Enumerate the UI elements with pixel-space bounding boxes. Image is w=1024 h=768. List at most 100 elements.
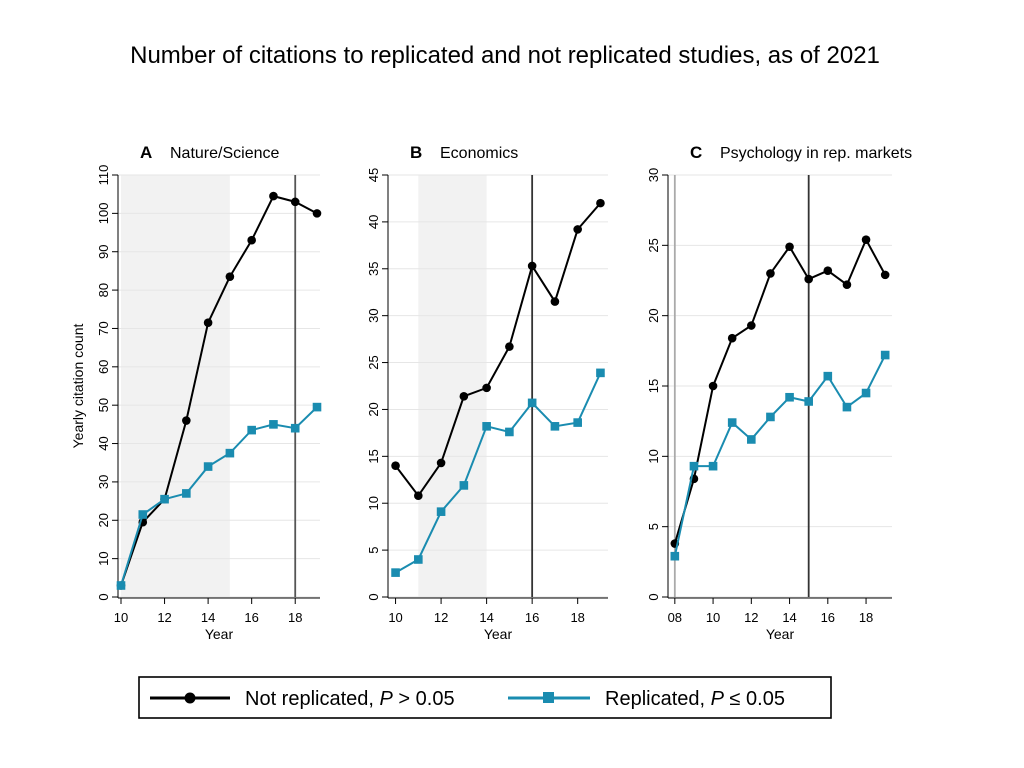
data-point-not-replicated xyxy=(823,266,833,275)
legend: Not replicated, P > 0.05 Replicated, P ≤… xyxy=(138,676,832,719)
data-point-not-replicated xyxy=(785,242,794,252)
panel-a: 0 10 20 30 40 50 60 70 80 90 100 110 10 12 14 16 18 Year Y… xyxy=(70,143,322,642)
series-line-not-replicated xyxy=(120,194,318,586)
y-tick-label: 30 xyxy=(96,475,111,489)
x-tick-label: 14 xyxy=(782,610,796,625)
data-point-replicated xyxy=(708,461,718,471)
data-point-replicated xyxy=(842,402,852,412)
y-tick-label: 25 xyxy=(366,355,381,369)
data-point-replicated xyxy=(747,435,756,444)
data-point-not-replicated xyxy=(290,197,300,207)
x-tick-label: 12 xyxy=(434,610,448,625)
data-point-not-replicated xyxy=(225,272,235,281)
panel-letter: C xyxy=(690,143,702,162)
legend-label-replicated: Replicated, P ≤ 0.05 xyxy=(605,688,785,710)
data-point-not-replicated xyxy=(269,191,278,201)
data-point-not-replicated xyxy=(182,416,191,425)
data-point-replicated xyxy=(138,510,148,519)
data-point-not-replicated xyxy=(482,383,491,393)
y-axis-title: Yearly citation count xyxy=(70,324,86,449)
y-tick-label: 50 xyxy=(96,398,111,412)
data-point-replicated xyxy=(880,350,890,360)
data-point-not-replicated xyxy=(804,274,813,284)
data-point-not-replicated xyxy=(505,342,514,351)
data-point-replicated xyxy=(312,402,322,412)
y-tick-label: 20 xyxy=(646,308,661,322)
series-line-replicated xyxy=(120,406,318,586)
y-tick-label: 15 xyxy=(366,449,381,463)
data-point-replicated xyxy=(527,398,537,408)
panel-title: Economics xyxy=(440,145,518,162)
data-point-replicated xyxy=(482,422,491,431)
y-tick-label: 0 xyxy=(96,593,111,600)
x-tick-label: 18 xyxy=(288,610,302,625)
legend-item-replicated: Replicated, P ≤ 0.05 xyxy=(508,688,785,710)
data-point-replicated xyxy=(414,555,423,564)
legend-marker-not-replicated xyxy=(184,692,196,704)
data-point-replicated xyxy=(596,368,605,378)
data-point-replicated xyxy=(160,494,169,504)
y-tick-label: 100 xyxy=(96,203,111,225)
x-axis-title: Year xyxy=(205,626,234,642)
y-tick-label: 10 xyxy=(366,496,381,510)
x-tick-label: 16 xyxy=(821,610,835,625)
data-point-not-replicated xyxy=(766,269,775,278)
x-tick-label: 10 xyxy=(114,610,128,625)
y-tick-label: 110 xyxy=(96,165,111,186)
x-tick-label: 16 xyxy=(244,610,258,625)
panel-c: 0 5 10 15 20 25 30 08 10 12 14 16 18 Year C Psychology … xyxy=(646,143,912,642)
legend-box xyxy=(138,676,832,719)
legend-item-not-replicated: Not replicated, P > 0.05 xyxy=(150,688,455,710)
data-point-replicated xyxy=(459,481,469,490)
panel-title: Psychology in rep. markets xyxy=(720,145,912,162)
data-point-not-replicated xyxy=(708,381,718,391)
x-tick-label: 12 xyxy=(744,610,758,625)
y-tick-label: 0 xyxy=(366,593,381,600)
legend-label-not-replicated: Not replicated, P > 0.05 xyxy=(245,688,455,710)
data-point-not-replicated xyxy=(459,392,469,401)
x-tick-label: 14 xyxy=(201,610,215,625)
shaded-region xyxy=(418,175,487,597)
data-point-not-replicated xyxy=(842,280,852,290)
x-tick-label: 10 xyxy=(706,610,720,625)
data-point-replicated xyxy=(670,551,680,561)
data-point-replicated xyxy=(861,388,871,398)
x-tick-label: 18 xyxy=(859,610,873,625)
data-point-replicated xyxy=(550,422,560,431)
data-point-replicated xyxy=(203,462,213,471)
data-point-replicated xyxy=(116,581,126,590)
y-tick-label: 60 xyxy=(96,360,111,374)
y-tick-label: 5 xyxy=(366,546,381,553)
y-tick-label: 30 xyxy=(366,308,381,322)
series-line-replicated xyxy=(395,372,602,574)
series-line-replicated xyxy=(673,354,887,557)
page-title: Number of citations to replicated and no… xyxy=(130,42,880,69)
y-tick-label: 45 xyxy=(366,168,381,182)
y-tick-label: 20 xyxy=(366,402,381,416)
x-tick-label: 18 xyxy=(570,610,584,625)
panel-b: 0 5 10 15 20 25 30 35 40 45 10 12 14 16 18 Year B Economi… xyxy=(366,143,608,642)
series-line-not-replicated xyxy=(673,237,887,544)
data-point-replicated xyxy=(785,392,794,402)
x-tick-label: 14 xyxy=(479,610,493,625)
legend-marker-replicated xyxy=(543,692,554,703)
data-point-not-replicated xyxy=(550,297,560,306)
data-point-not-replicated xyxy=(596,198,605,208)
data-point-not-replicated xyxy=(436,458,446,468)
y-tick-label: 10 xyxy=(646,449,661,463)
data-point-replicated xyxy=(804,397,813,406)
y-tick-label: 35 xyxy=(366,262,381,276)
data-point-replicated xyxy=(391,568,400,577)
data-point-not-replicated xyxy=(880,270,890,280)
series-line-not-replicated xyxy=(394,202,602,498)
y-tick-label: 80 xyxy=(96,283,111,297)
data-point-not-replicated xyxy=(414,491,423,501)
data-point-not-replicated xyxy=(312,209,322,218)
data-point-replicated xyxy=(689,461,699,471)
y-tick-label: 25 xyxy=(646,238,661,252)
data-point-not-replicated xyxy=(861,235,871,245)
data-point-not-replicated xyxy=(573,225,582,234)
data-point-replicated xyxy=(766,412,775,422)
data-point-replicated xyxy=(436,507,446,516)
